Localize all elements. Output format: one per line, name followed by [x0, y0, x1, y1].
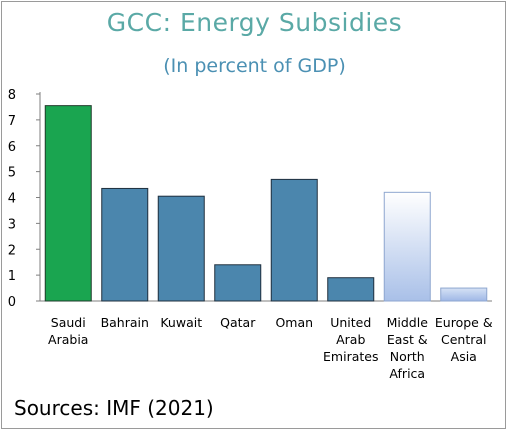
- category-labels: Saudi Arabia Bahrain Kuwait Qatar Oman United A…: [48, 315, 493, 381]
- x-tick-label: Saudi Arabia: [48, 315, 88, 347]
- x-tick-label: Oman: [275, 315, 313, 330]
- bars: [44, 105, 488, 302]
- bar-saudi-arabia: [44, 105, 92, 302]
- bar-kuwait: [157, 195, 205, 302]
- x-tick-label: Middle East & North Africa: [387, 315, 429, 381]
- y-tick-label: 5: [8, 166, 16, 181]
- bar-europe-central-asia: [440, 287, 488, 302]
- chart-title: GCC: Energy Subsidies: [106, 8, 403, 37]
- x-tick-label: United Arab Emirates: [323, 315, 378, 364]
- y-tick-label: 2: [8, 243, 16, 258]
- y-tick-label: 7: [8, 114, 16, 129]
- bar-qatar: [214, 264, 262, 302]
- bar-oman: [270, 178, 318, 302]
- bar-bahrain: [101, 187, 149, 302]
- y-tick-label: 4: [8, 192, 16, 207]
- x-tick-label: Qatar: [220, 315, 256, 330]
- bar-united-arab-emirates: [327, 277, 375, 302]
- y-tick-label: 8: [8, 88, 16, 103]
- chart-subtitle: (In percent of GDP): [163, 55, 346, 77]
- bar-middle-east-north-africa: [383, 191, 431, 302]
- y-tick-label: 1: [8, 269, 16, 284]
- y-tick-label: 0: [8, 295, 16, 310]
- x-tick-label: Bahrain: [101, 315, 149, 330]
- x-tick-label: Kuwait: [160, 315, 202, 330]
- x-tick-label: Europe & Central Asia: [435, 315, 493, 364]
- y-tick-label: 6: [8, 140, 16, 155]
- y-tick-label: 3: [8, 217, 16, 232]
- source-note: Sources: IMF (2021): [14, 396, 214, 420]
